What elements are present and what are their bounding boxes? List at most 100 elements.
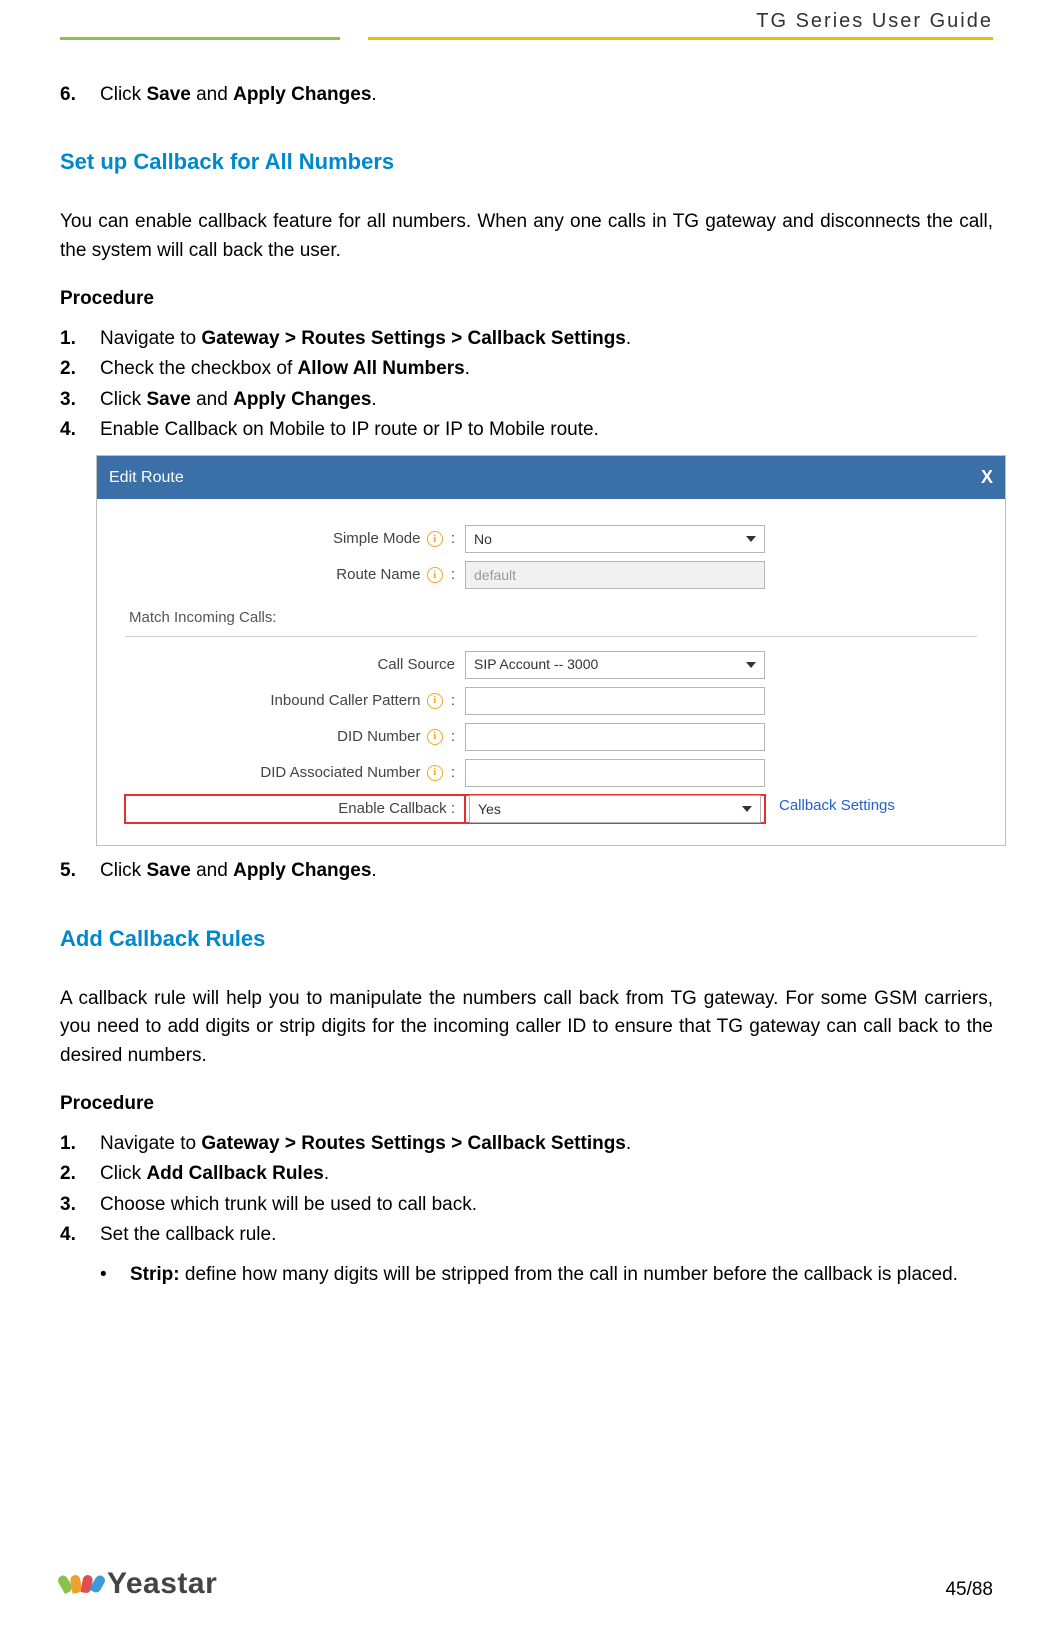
bullet-icon: • bbox=[100, 1260, 130, 1290]
text-bold: Save bbox=[146, 860, 190, 881]
step-1: 1. Navigate to Gateway > Routes Settings… bbox=[60, 324, 993, 354]
chevron-down-icon bbox=[746, 536, 756, 542]
procedure-label: Procedure bbox=[60, 285, 993, 314]
text-bold: Apply Changes bbox=[233, 389, 371, 410]
row-route-name: Route Name i : default bbox=[125, 561, 977, 589]
text-bold: Add Callback Rules bbox=[146, 1163, 323, 1184]
label: Route Name bbox=[336, 566, 420, 583]
select-value: SIP Account -- 3000 bbox=[474, 654, 598, 675]
info-icon[interactable]: i bbox=[427, 567, 443, 583]
call-source-select[interactable]: SIP Account -- 3000 bbox=[465, 651, 765, 679]
step-5: 5. Click Save and Apply Changes. bbox=[60, 856, 993, 886]
step-3b: 3. Choose which trunk will be used to ca… bbox=[60, 1190, 993, 1220]
match-incoming-label: Match Incoming Calls: bbox=[129, 607, 977, 630]
select-value: Yes bbox=[478, 799, 501, 820]
text: Choose which trunk will be used to call … bbox=[100, 1190, 993, 1220]
edit-route-dialog: Edit Route X Simple Mode i : No bbox=[96, 455, 1006, 846]
label: Simple Mode bbox=[333, 530, 421, 547]
text: Click bbox=[100, 389, 146, 410]
text: define how many digits will be stripped … bbox=[180, 1264, 958, 1285]
text-bold: Gateway > Routes Settings > Callback Set… bbox=[201, 1133, 625, 1154]
simple-mode-select[interactable]: No bbox=[465, 525, 765, 553]
did-number-input[interactable] bbox=[465, 723, 765, 751]
bullet-strip: • Strip: define how many digits will be … bbox=[100, 1260, 993, 1290]
info-icon[interactable]: i bbox=[427, 693, 443, 709]
row-did-number: DID Number i : bbox=[125, 723, 977, 751]
text-bold: Save bbox=[146, 389, 190, 410]
text: . bbox=[371, 389, 376, 410]
text-bold: Gateway > Routes Settings > Callback Set… bbox=[201, 328, 625, 349]
row-inbound-pattern: Inbound Caller Pattern i : bbox=[125, 687, 977, 715]
step-number: 5. bbox=[60, 856, 100, 886]
page-number: 45/88 bbox=[945, 1579, 993, 1601]
step-number: 4. bbox=[60, 1220, 100, 1250]
text-bold: Apply Changes bbox=[233, 84, 371, 105]
step-6: 6. Click Save and Apply Changes. bbox=[60, 80, 993, 110]
text-bold: Apply Changes bbox=[233, 860, 371, 881]
info-icon[interactable]: i bbox=[427, 531, 443, 547]
enable-callback-select[interactable]: Yes bbox=[469, 795, 761, 823]
step-number: 1. bbox=[60, 324, 100, 354]
row-enable-callback: Enable Callback : Yes Callback Settings bbox=[125, 795, 977, 824]
chevron-down-icon bbox=[742, 806, 752, 812]
step-number: 4. bbox=[60, 415, 100, 445]
text: . bbox=[465, 358, 470, 379]
text: Set the callback rule. bbox=[100, 1220, 993, 1250]
select-value: No bbox=[474, 529, 492, 550]
inbound-pattern-input[interactable] bbox=[465, 687, 765, 715]
paragraph: A callback rule will help you to manipul… bbox=[60, 985, 993, 1071]
row-call-source: Call Source SIP Account -- 3000 bbox=[125, 651, 977, 679]
text: Navigate to bbox=[100, 1133, 201, 1154]
text: Click bbox=[100, 1163, 146, 1184]
step-2: 2. Check the checkbox of Allow All Numbe… bbox=[60, 354, 993, 384]
row-simple-mode: Simple Mode i : No bbox=[125, 525, 977, 553]
text: Click bbox=[100, 84, 146, 105]
doc-title: TG Series User Guide bbox=[756, 10, 993, 37]
step-3: 3. Click Save and Apply Changes. bbox=[60, 385, 993, 415]
text-bold: Save bbox=[146, 84, 190, 105]
did-assoc-input[interactable] bbox=[465, 759, 765, 787]
step-number: 3. bbox=[60, 385, 100, 415]
text: and bbox=[191, 84, 233, 105]
section-heading-callback-all: Set up Callback for All Numbers bbox=[60, 145, 993, 178]
input-value: default bbox=[474, 565, 516, 586]
text: . bbox=[626, 328, 631, 349]
text: and bbox=[191, 389, 233, 410]
row-did-assoc: DID Associated Number i : bbox=[125, 759, 977, 787]
step-4: 4. Enable Callback on Mobile to IP route… bbox=[60, 415, 993, 445]
yeastar-logo: Yeastar bbox=[60, 1567, 217, 1601]
paragraph: You can enable callback feature for all … bbox=[60, 208, 993, 265]
dialog-header: Edit Route X bbox=[97, 456, 1005, 499]
step-number: 2. bbox=[60, 354, 100, 384]
text: . bbox=[371, 860, 376, 881]
procedure-label: Procedure bbox=[60, 1090, 993, 1119]
label: Enable Callback : bbox=[338, 798, 455, 821]
close-icon[interactable]: X bbox=[981, 464, 993, 491]
logo-text: Yeastar bbox=[107, 1567, 217, 1601]
chevron-down-icon bbox=[746, 662, 756, 668]
logo-mark-icon bbox=[60, 1575, 103, 1593]
text: . bbox=[626, 1133, 631, 1154]
step-number: 2. bbox=[60, 1159, 100, 1189]
text-bold: Strip: bbox=[130, 1264, 180, 1285]
label: DID Associated Number bbox=[260, 764, 420, 781]
step-1b: 1. Navigate to Gateway > Routes Settings… bbox=[60, 1129, 993, 1159]
step-number: 1. bbox=[60, 1129, 100, 1159]
text: . bbox=[371, 84, 376, 105]
label: DID Number bbox=[337, 728, 420, 745]
divider bbox=[125, 636, 977, 637]
info-icon[interactable]: i bbox=[427, 729, 443, 745]
text: Check the checkbox of bbox=[100, 358, 298, 379]
text: . bbox=[324, 1163, 329, 1184]
text: Navigate to bbox=[100, 328, 201, 349]
route-name-input[interactable]: default bbox=[465, 561, 765, 589]
text-bold: Allow All Numbers bbox=[298, 358, 465, 379]
header-rules bbox=[60, 37, 993, 40]
section-heading-add-rules: Add Callback Rules bbox=[60, 922, 993, 955]
callback-settings-link[interactable]: Callback Settings bbox=[779, 797, 895, 814]
dialog-title: Edit Route bbox=[109, 466, 184, 490]
step-number: 3. bbox=[60, 1190, 100, 1220]
label: Inbound Caller Pattern bbox=[270, 692, 420, 709]
text: Click bbox=[100, 860, 146, 881]
info-icon[interactable]: i bbox=[427, 765, 443, 781]
